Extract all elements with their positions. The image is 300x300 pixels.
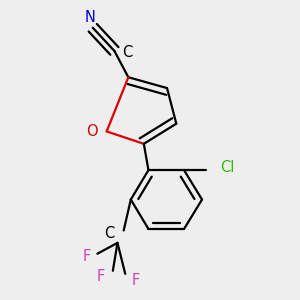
Text: Cl: Cl — [220, 160, 234, 175]
Text: F: F — [83, 249, 91, 264]
Text: F: F — [131, 272, 140, 287]
Text: O: O — [86, 124, 98, 139]
Text: N: N — [84, 10, 95, 25]
Text: F: F — [97, 269, 105, 284]
Text: C: C — [122, 45, 132, 60]
Text: C: C — [104, 226, 114, 241]
